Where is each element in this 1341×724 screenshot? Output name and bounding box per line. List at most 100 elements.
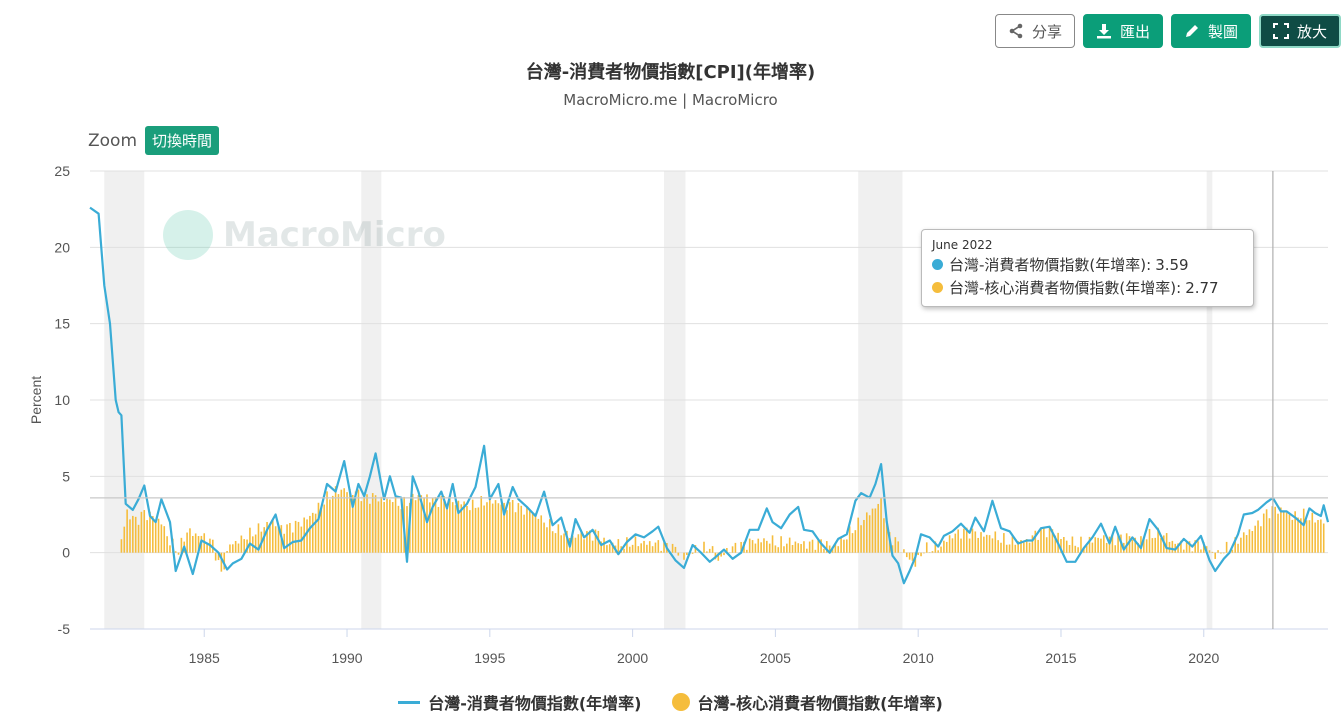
core-cpi-bar	[731, 546, 734, 553]
core-cpi-bar	[454, 505, 457, 553]
core-cpi-bar	[311, 512, 314, 553]
core-cpi-bar	[671, 543, 674, 553]
core-cpi-bar	[843, 539, 845, 553]
core-cpi-bar	[845, 539, 848, 553]
core-cpi-bar	[1240, 537, 1242, 553]
core-cpi-bar	[1200, 549, 1202, 553]
core-cpi-bar	[954, 533, 957, 553]
core-cpi-bar	[828, 545, 831, 553]
draw-chart-button[interactable]: 製圖	[1170, 14, 1251, 48]
core-cpi-bar	[977, 537, 979, 553]
legend-item-cpi[interactable]: 台灣-消費者物價指數(年增率)	[398, 690, 642, 714]
core-cpi-bar	[477, 507, 480, 553]
core-cpi-bar	[643, 540, 645, 553]
legend-item-core[interactable]: 台灣-核心消費者物價指數(年增率)	[671, 690, 943, 714]
core-cpi-bar	[1305, 520, 1308, 553]
core-cpi-bar	[857, 517, 860, 553]
core-cpi-bar	[269, 525, 271, 553]
core-cpi-bar	[306, 519, 308, 553]
core-cpi-bar	[766, 540, 768, 553]
core-cpi-bar	[1237, 543, 1239, 553]
core-cpi-bar	[483, 505, 485, 553]
core-cpi-bar	[677, 552, 680, 556]
core-cpi-bar	[1225, 541, 1228, 553]
core-cpi-bar	[497, 503, 500, 553]
core-cpi-bar	[429, 502, 431, 553]
core-cpi-bar	[152, 516, 154, 553]
core-cpi-bar	[851, 533, 854, 553]
core-cpi-bar	[674, 546, 677, 553]
switch-time-button[interactable]: 切換時間	[145, 126, 220, 155]
core-cpi-bar	[1080, 536, 1082, 553]
core-cpi-bar	[323, 504, 325, 553]
core-cpi-bar	[543, 522, 545, 553]
y-axis-label: Percent	[28, 376, 44, 424]
core-cpi-bar	[974, 531, 977, 553]
core-cpi-bar	[1188, 541, 1191, 553]
zoom-label: Zoom	[88, 130, 138, 151]
core-cpi-bar	[163, 526, 166, 553]
core-cpi-bar	[1040, 528, 1042, 553]
core-cpi-bar	[800, 544, 802, 553]
core-cpi-bar	[1265, 509, 1268, 553]
core-cpi-bar	[574, 537, 577, 553]
core-cpi-bar	[469, 510, 471, 553]
core-cpi-bar	[460, 504, 463, 553]
core-cpi-bar	[386, 498, 388, 553]
core-cpi-bar	[132, 515, 134, 553]
core-cpi-bar	[220, 552, 223, 572]
core-cpi-bar	[771, 535, 774, 553]
core-cpi-bar	[263, 527, 266, 553]
cpi-series-line	[89, 206, 1330, 585]
share-button[interactable]: 分享	[994, 14, 1075, 48]
core-cpi-bar	[957, 529, 959, 553]
core-cpi-bar	[223, 552, 226, 570]
core-cpi-bar	[369, 503, 371, 553]
core-cpi-bar	[1065, 540, 1068, 553]
core-cpi-bar	[511, 499, 514, 553]
core-cpi-bar	[760, 542, 762, 553]
core-cpi-bar	[563, 533, 565, 553]
core-cpi-bar	[1194, 540, 1197, 553]
core-cpi-bar	[1171, 540, 1174, 553]
core-cpi-bar	[254, 534, 257, 553]
y-tick-label: 15	[54, 316, 70, 332]
core-cpi-bar	[1094, 537, 1097, 553]
core-cpi-bar	[865, 512, 868, 553]
core-cpi-bar	[309, 515, 311, 553]
core-cpi-bar	[160, 524, 163, 553]
x-tick-label: 2000	[617, 650, 648, 666]
core-cpi-bar	[169, 545, 171, 553]
core-cpi-bar	[1245, 535, 1248, 553]
core-cpi-bar	[783, 546, 785, 553]
core-cpi-bar	[174, 551, 177, 553]
core-cpi-bar	[509, 502, 511, 553]
core-cpi-bar	[808, 541, 811, 553]
core-cpi-bar	[1231, 549, 1234, 553]
tooltip-value: 2.77	[1185, 278, 1219, 297]
core-cpi-bar	[840, 537, 842, 553]
export-button[interactable]: 匯出	[1082, 14, 1163, 48]
core-cpi-bar	[537, 518, 540, 553]
core-cpi-bar	[534, 513, 537, 553]
enlarge-button[interactable]: 放大	[1258, 14, 1341, 48]
core-cpi-bar	[343, 488, 345, 553]
y-tick-label: -5	[58, 621, 71, 637]
core-cpi-bar	[791, 544, 794, 553]
zoom-control: Zoom 切換時間	[88, 126, 220, 155]
core-cpi-bar	[520, 505, 523, 553]
core-cpi-bar	[603, 537, 605, 553]
core-cpi-bar	[340, 489, 343, 553]
core-cpi-bar	[646, 544, 648, 553]
core-cpi-bar	[486, 502, 488, 553]
core-cpi-bar	[1008, 544, 1011, 553]
core-cpi-bar	[540, 515, 543, 553]
core-cpi-bar	[391, 502, 394, 553]
core-cpi-bar	[297, 521, 300, 553]
core-cpi-bar	[1211, 551, 1214, 553]
core-cpi-bar	[1134, 537, 1137, 553]
core-cpi-bar	[423, 497, 425, 553]
core-cpi-bar	[234, 540, 237, 553]
x-tick-label: 2010	[903, 650, 934, 666]
core-cpi-bar	[1300, 518, 1302, 553]
